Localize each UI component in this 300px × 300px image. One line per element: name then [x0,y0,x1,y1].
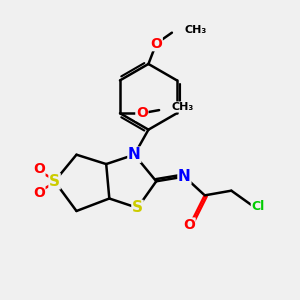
Text: O: O [33,186,45,200]
Text: O: O [33,162,45,176]
Text: S: S [132,200,143,215]
Text: Cl: Cl [251,200,265,213]
Text: CH₃: CH₃ [184,25,207,34]
Text: O: O [136,106,148,120]
Text: S: S [49,174,60,189]
Text: O: O [183,218,195,232]
Text: O: O [150,37,162,51]
Text: N: N [178,169,191,184]
Text: N: N [128,147,141,162]
Text: CH₃: CH₃ [172,102,194,112]
